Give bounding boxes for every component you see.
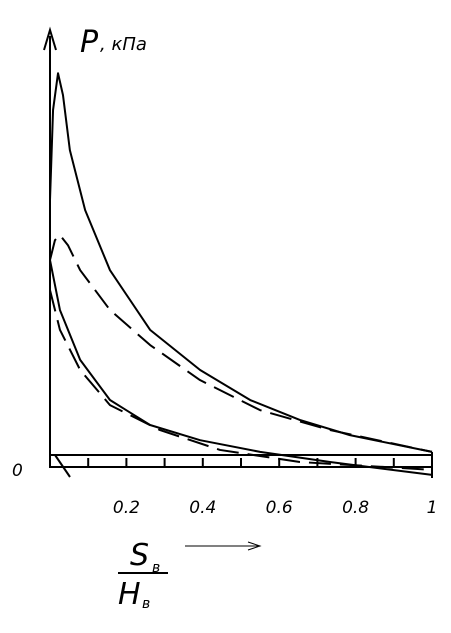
x-tick-label: 1 [427,498,438,518]
x-tick-label: 0.2 [113,498,140,518]
x-tick-label: 0.8 [342,498,369,518]
x-tick-label: 0.6 [266,498,293,518]
curve [49,72,433,453]
x-label-arrow-head [247,541,262,551]
curve [49,259,433,476]
y-axis-arrow [43,26,57,51]
x-label-numerator: S [130,538,149,573]
y-label-unit: , кПа [100,34,147,55]
curve [49,234,433,453]
curve [49,289,433,471]
x-label-denominator: H [118,577,141,612]
y-tick-label: 0 [12,461,23,481]
y-label: P [80,25,99,60]
axis-strip-edge [54,454,71,478]
x-label-numerator-sub: в [152,560,160,576]
x-tick-label: 0.4 [189,498,216,518]
x-label-denominator-sub: в [142,596,150,612]
